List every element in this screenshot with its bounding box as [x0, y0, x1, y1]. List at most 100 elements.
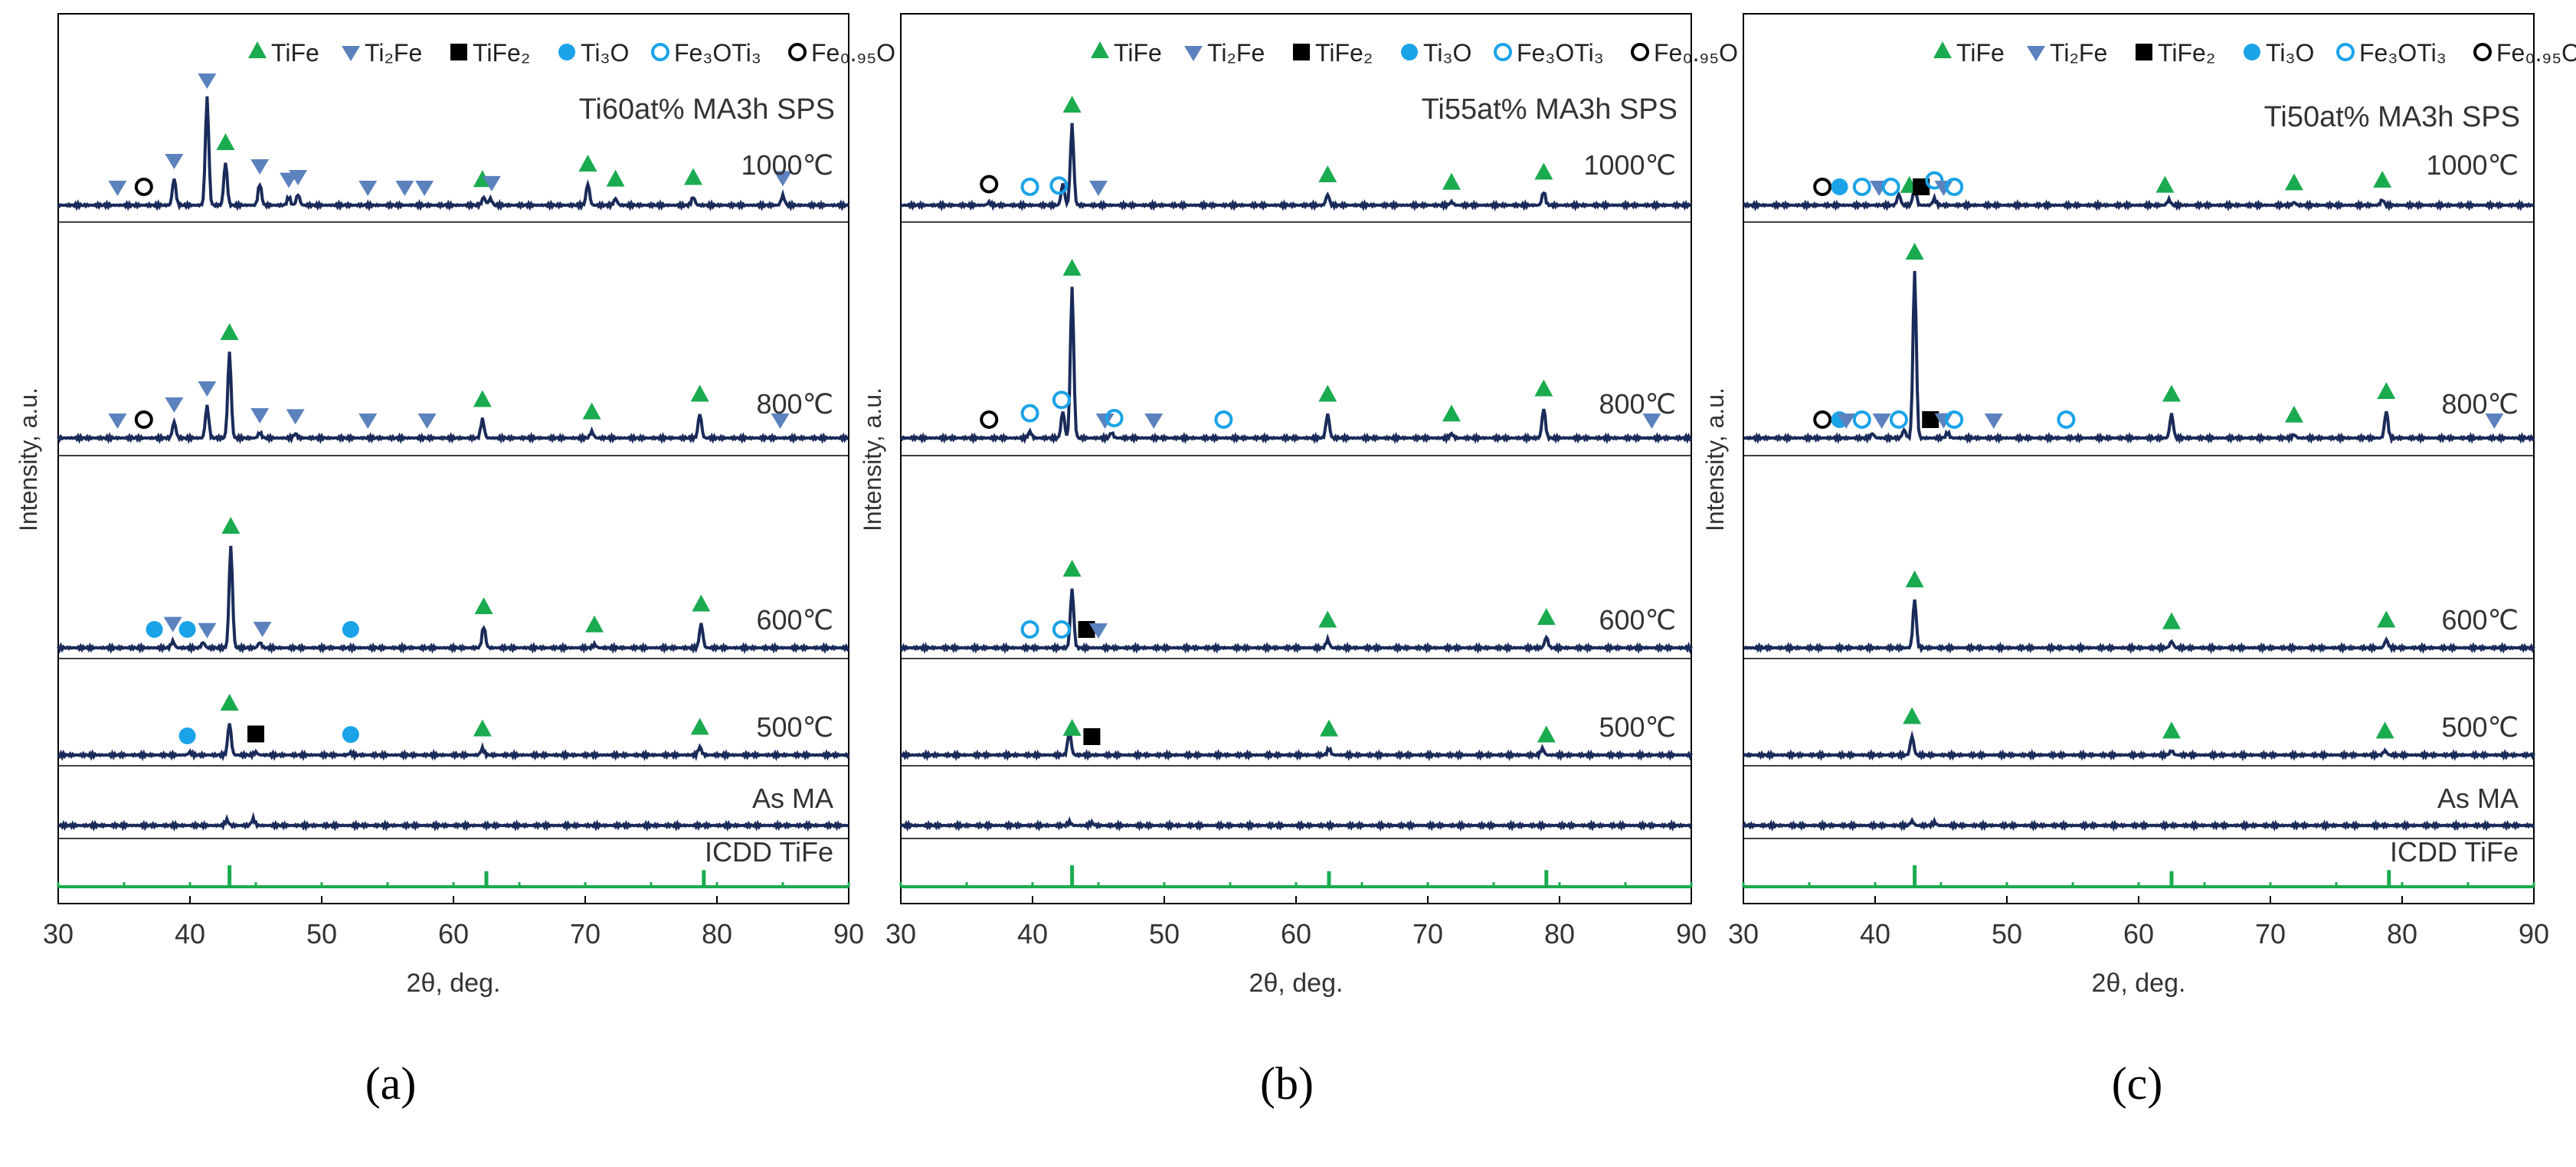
- phase-marker-tife: [1318, 165, 1337, 182]
- panel-c-title: Ti50at% MA3h SPS: [2264, 101, 2520, 133]
- pattern-800-: [1743, 243, 2535, 445]
- phase-marker-ti3o: [1831, 178, 1848, 195]
- phase-marker-fe3oti3: [1945, 410, 1964, 429]
- panel-a-legend: TiFe Ti₂Fe TiFe₂ Ti₃O Fe₃OTi₃ Fe₀.₉₅O: [248, 39, 895, 67]
- diffraction-pattern-line: [1742, 730, 2535, 762]
- panel-b-traces: 500℃ 600℃ 800℃ 1000℃: [899, 95, 1693, 888]
- legend-marker-ti3o: [558, 44, 575, 60]
- legend-marker-tife2: [450, 44, 467, 60]
- phase-marker-fe095o: [134, 178, 153, 196]
- phase-marker-ti2fe: [250, 408, 270, 423]
- legend-marker-fe095o: [1631, 43, 1649, 61]
- pattern-800-: [57, 323, 849, 445]
- legend-marker-tife2: [1293, 44, 1310, 60]
- legend-marker-fe3oti3: [1494, 43, 1512, 61]
- phase-marker-ti3o: [178, 621, 196, 638]
- series-label: 1000℃: [2426, 149, 2519, 181]
- phase-marker-tife: [1320, 719, 1338, 737]
- legend-label-ti3o: Ti₃O: [1423, 39, 1471, 67]
- phase-marker-fe3oti3: [1881, 177, 1900, 196]
- series-label: As MA: [752, 783, 833, 814]
- pattern-600-: [899, 560, 1693, 655]
- legend-marker-ti2fe: [1184, 46, 1203, 61]
- phase-marker-tife: [1062, 560, 1082, 577]
- pattern-500-: [1742, 707, 2535, 762]
- phase-marker-ti2fe: [2485, 414, 2504, 429]
- phase-marker-tife: [1905, 243, 1924, 260]
- phase-marker-fe095o: [1813, 410, 1832, 429]
- phase-marker-ti2fe: [165, 397, 184, 413]
- panel-a-x-axis-label: 2θ, deg.: [407, 969, 501, 998]
- phase-marker-ti2fe: [358, 414, 378, 429]
- diffraction-pattern-line: [57, 723, 850, 762]
- phase-marker-tife: [578, 155, 597, 172]
- x-tick-label: 60: [2123, 918, 2154, 950]
- phase-marker-tife: [1537, 725, 1556, 743]
- phase-marker-tife2: [1913, 178, 1930, 195]
- pattern-1000-: [57, 74, 850, 212]
- phase-marker-tife: [1537, 608, 1556, 625]
- series-label: 500℃: [757, 711, 834, 743]
- x-tick-label: 70: [2255, 918, 2286, 950]
- phase-marker-ti3o: [178, 727, 196, 744]
- phase-marker-tife: [1905, 570, 1924, 587]
- phase-marker-fe3oti3: [1925, 171, 1944, 190]
- series-label: ICDD TiFe: [705, 836, 833, 868]
- panel-b-x-ticks: 30 40 50 60 70 80 90: [885, 896, 1707, 950]
- phase-marker-tife: [474, 597, 493, 614]
- legend-label-fe3oti3: Fe₃OTi₃: [1517, 39, 1604, 67]
- phase-marker-fe3oti3: [1052, 620, 1071, 639]
- phase-marker-tife: [2162, 721, 2181, 739]
- legend-label-tife2: TiFe₂: [1315, 39, 1373, 67]
- legend-label-fe3oti3: Fe₃OTi₃: [2359, 39, 2447, 67]
- phase-marker-tife: [1062, 718, 1082, 736]
- legend-marker-ti2fe: [342, 46, 360, 61]
- pattern-as-ma: [57, 812, 849, 832]
- phase-marker-ti3o: [342, 621, 359, 638]
- diffraction-pattern-line: [1742, 185, 2534, 212]
- x-tick-label: 50: [306, 918, 337, 950]
- phase-marker-tife: [1442, 404, 1461, 422]
- legend-marker-tife: [1091, 41, 1109, 58]
- panel-c-traces: ICDD TiFe As MA 500℃ 600℃ 800℃ 1000℃: [1742, 149, 2535, 888]
- phase-marker-tife2: [1083, 728, 1101, 745]
- panel-b: TiFe Ti₂Fe TiFe₂ Ti₃O Fe₃OTi₃ Fe₀.₉₅O Ti55at%…: [859, 13, 1738, 1109]
- panel-b-caption: (b): [1260, 1058, 1314, 1109]
- legend-label-tife: TiFe: [1114, 39, 1162, 67]
- diffraction-pattern-line: [899, 816, 1693, 832]
- panel-b-legend: TiFe Ti₂Fe TiFe₂ Ti₃O Fe₃OTi₃ Fe₀.₉₅O: [1091, 39, 1738, 67]
- phase-marker-ti2fe: [1642, 414, 1661, 429]
- phase-marker-tife: [582, 402, 601, 420]
- legend-marker-fe3oti3: [651, 43, 669, 61]
- phase-marker-tife: [1903, 707, 1922, 724]
- diffraction-pattern-line: [57, 545, 850, 655]
- phase-marker-ti2fe: [198, 381, 217, 397]
- phase-marker-fe3oti3: [1049, 176, 1069, 195]
- x-tick-label: 80: [2387, 918, 2417, 950]
- legend-label-tife: TiFe: [271, 39, 319, 67]
- legend-label-tife2: TiFe₂: [473, 39, 530, 67]
- phase-marker-ti2fe: [286, 409, 305, 425]
- pattern-500-: [900, 718, 1693, 762]
- panel-a-x-ticks: 30 40 50 60 70 80 90: [43, 896, 864, 950]
- series-label: 500℃: [2442, 711, 2519, 743]
- legend-label-ti2fe: Ti₂Fe: [365, 39, 422, 67]
- phase-marker-tife: [1062, 259, 1082, 276]
- panel-a-caption: (a): [365, 1058, 417, 1109]
- legend-label-tife2: TiFe₂: [2158, 39, 2215, 67]
- legend-marker-ti3o: [2244, 44, 2260, 60]
- phase-marker-tife: [684, 168, 703, 185]
- phase-marker-ti3o: [146, 621, 163, 638]
- x-tick-label: 70: [570, 918, 601, 950]
- diffraction-pattern-line: [57, 96, 850, 212]
- phase-marker-ti2fe: [1089, 623, 1108, 639]
- x-tick-label: 30: [885, 918, 916, 950]
- phase-marker-ti2fe: [250, 159, 270, 175]
- legend-label-ti3o: Ti₃O: [581, 39, 629, 67]
- phase-marker-tife: [2162, 612, 2181, 629]
- legend-label-fe095o: Fe₀.₉₅O: [1654, 39, 1738, 67]
- x-tick-label: 80: [702, 918, 732, 950]
- panel-c-y-axis-label: Intensity, a.u.: [1701, 387, 1729, 531]
- phase-marker-tife: [1318, 610, 1337, 628]
- phase-marker-ti2fe: [358, 181, 378, 196]
